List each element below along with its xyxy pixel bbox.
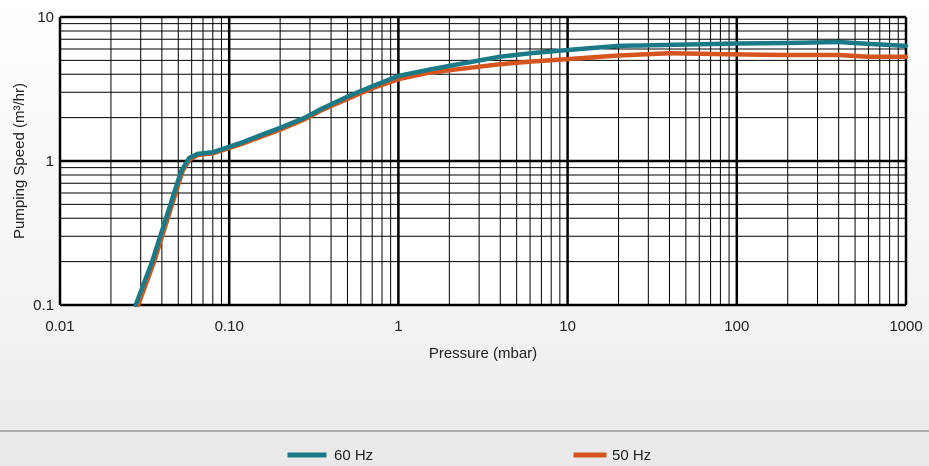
y-tick-label: 1 bbox=[46, 153, 54, 170]
x-tick-label: 10 bbox=[559, 318, 576, 335]
x-tick-label: 1000 bbox=[889, 318, 922, 335]
y-tick-label: 0.1 bbox=[33, 297, 54, 314]
x-tick-label: 100 bbox=[724, 318, 749, 335]
legend: 60 Hz 50 Hz bbox=[290, 447, 651, 464]
y-tick-label: 10 bbox=[37, 9, 54, 26]
x-axis-label: Pressure (mbar) bbox=[429, 345, 537, 362]
legend-item-50hz: 50 Hz bbox=[576, 447, 651, 464]
legend-label-60hz: 60 Hz bbox=[334, 447, 373, 464]
x-tick-label: 0.01 bbox=[45, 318, 74, 335]
y-axis-label: Pumping Speed (m³/hr) bbox=[11, 83, 28, 239]
x-tick-labels: 0.01 0.10 1 10 100 1000 bbox=[45, 318, 922, 335]
legend-label-50hz: 50 Hz bbox=[612, 447, 651, 464]
legend-item-60hz: 60 Hz bbox=[290, 447, 373, 464]
y-tick-labels: 0.1 1 10 bbox=[33, 9, 54, 314]
x-tick-label: 1 bbox=[394, 318, 402, 335]
x-tick-label: 0.10 bbox=[215, 318, 244, 335]
